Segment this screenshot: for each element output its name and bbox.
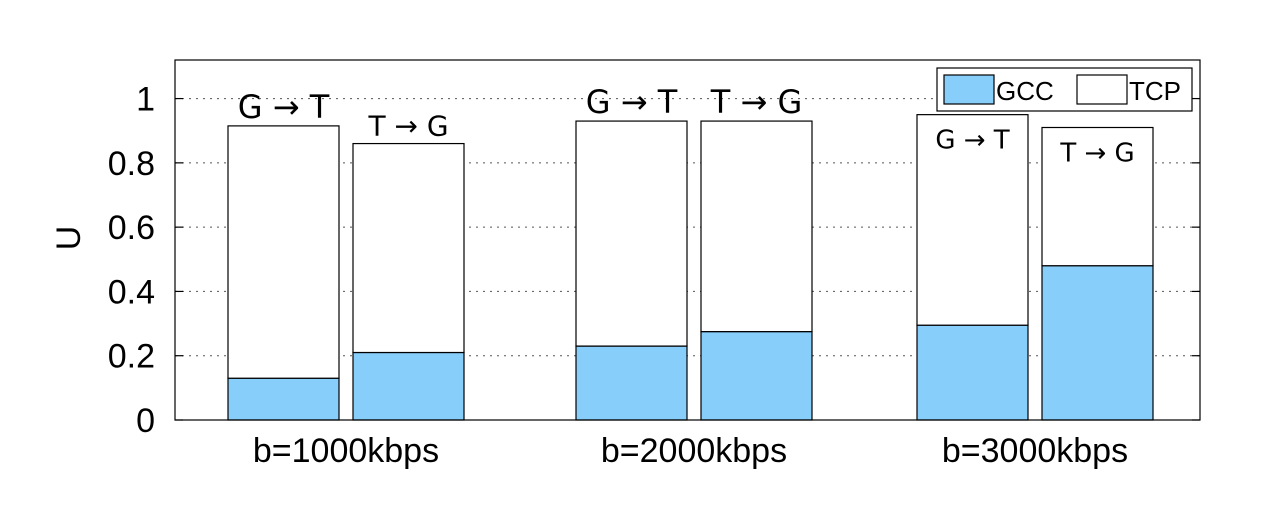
x-category-label: b=3000kbps [942,432,1128,470]
bar-segment-gcc [575,345,688,421]
legend-label: TCP [1129,76,1181,106]
bars [227,114,1154,421]
y-ticks: 0 0.2 0.4 0.6 0.8 1 [108,81,1200,440]
bar-annotation: T → G [710,83,803,121]
bar-annotation: G → T [586,83,678,121]
bar-annotations: G → T T → G G → T T → G G → T T → G [238,83,1135,168]
y-axis-label: U [50,226,88,251]
plot-border [174,59,1201,421]
y-tick-label: 0.6 [108,209,155,247]
y-tick-label: 0.2 [108,338,155,376]
bar-segment-tcp [700,120,813,333]
bar-segment-gcc [352,351,465,421]
bar-segment-tcp [575,120,688,347]
y-tick-label: 1 [136,81,155,119]
bar-segment-gcc [700,331,813,421]
bar-annotation: G → T [935,126,1009,156]
bar-segment-gcc [916,324,1029,421]
bar-segment-tcp [227,125,340,379]
bar-segment-gcc [1041,265,1154,421]
y-tick-label: 0.4 [108,273,155,311]
x-category-labels: b=1000kbps b=2000kbps b=3000kbps [253,432,1128,470]
legend: GCC TCP [936,67,1193,112]
bar-segment-gcc [227,377,340,421]
bar-segment-tcp [916,114,1029,326]
plot-frame [174,59,1201,421]
bar-annotation: T → G [367,110,448,143]
legend-label: GCC [996,76,1054,106]
bar-segment-tcp [352,142,465,354]
legend-swatch [943,74,995,105]
legend-swatch [1076,74,1128,105]
bar-annotation: G → T [238,88,330,126]
bar-segment-tcp [1041,126,1154,267]
y-tick-label: 0 [136,402,155,440]
y-tick-label: 0.8 [108,145,155,183]
x-category-label: b=2000kbps [601,432,787,470]
x-category-label: b=1000kbps [253,432,439,470]
bar-annotation: T → G [1059,139,1134,169]
